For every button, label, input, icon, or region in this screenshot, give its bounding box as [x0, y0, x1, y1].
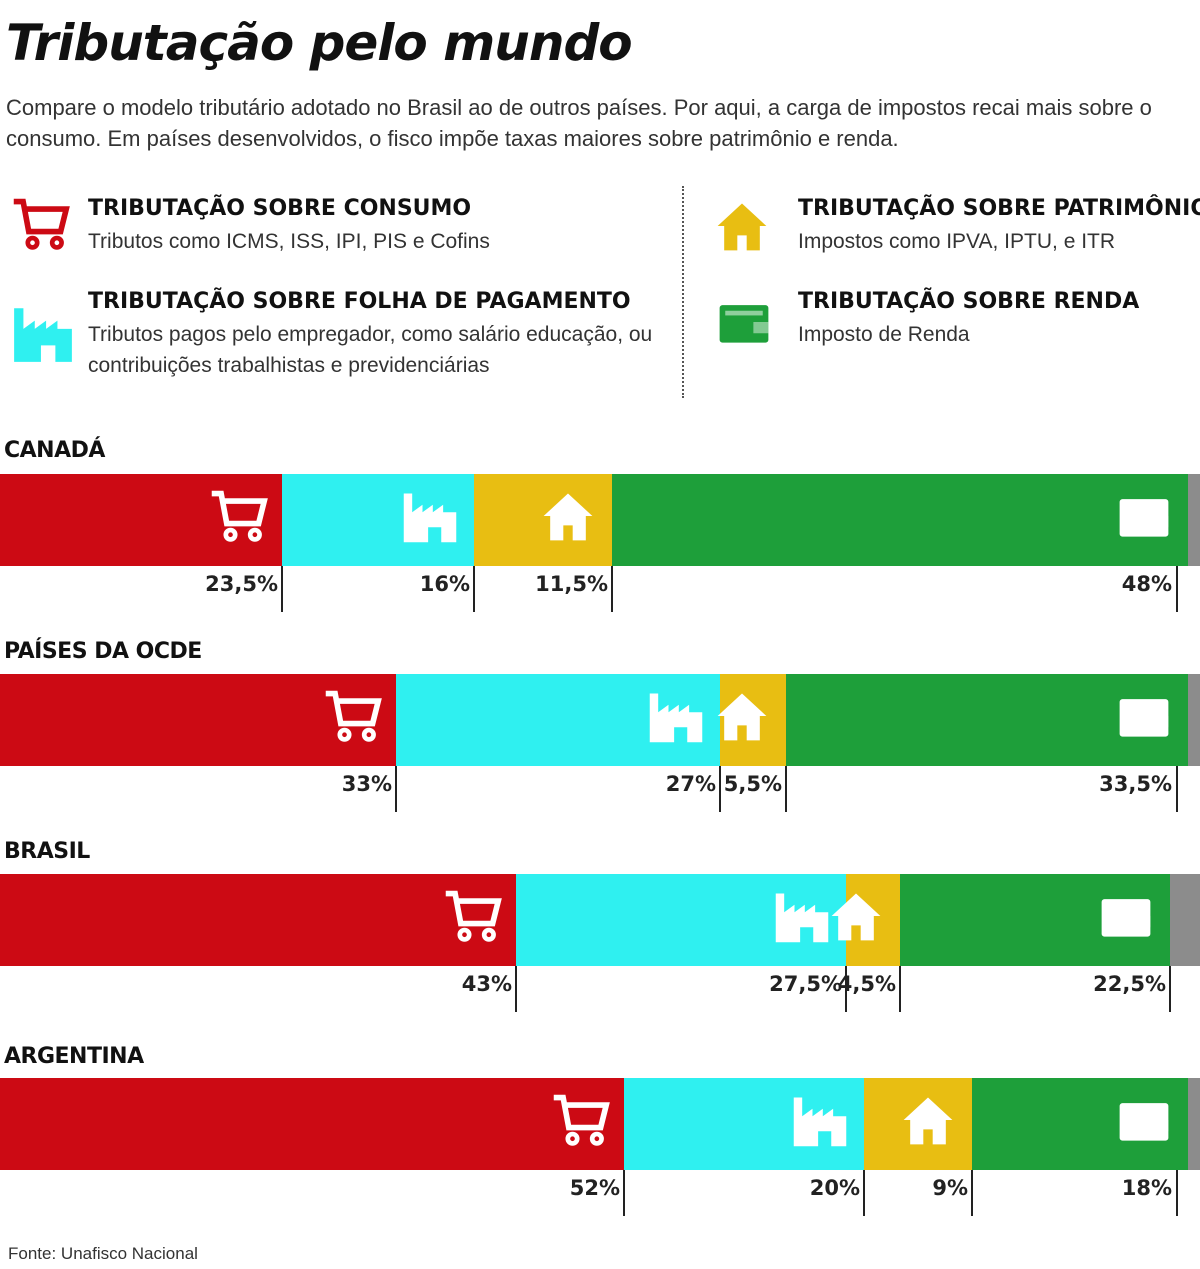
value-label-patrimonio: 5,5% [723, 772, 782, 796]
value-label-patrimonio: 11,5% [535, 572, 608, 596]
value-label-renda: 18% [1121, 1176, 1172, 1200]
segment-divider-tick [1176, 1170, 1178, 1216]
page-title: Tributação pelo mundo [6, 14, 633, 72]
legend-divider [682, 186, 684, 398]
segment-divider-tick [719, 766, 721, 812]
legend-title: TRIBUTAÇÃO SOBRE CONSUMO [88, 196, 472, 221]
segment-divider-tick [899, 966, 901, 1012]
bar-segment-patrimonio [720, 674, 786, 766]
value-label-consumo: 43% [461, 972, 512, 996]
shopping-cart-icon [550, 1090, 610, 1150]
wallet-icon [714, 292, 774, 352]
bar-segment-renda [612, 474, 1188, 566]
bar-row-canada: 23,5% 16% 11,5% 48% [0, 474, 1200, 612]
value-label-folha: 16% [419, 572, 470, 596]
value-label-renda: 22,5% [1093, 972, 1166, 996]
bar-segment-consumo [0, 474, 282, 566]
country-label-ocde: PAÍSES DA OCDE [4, 639, 202, 664]
value-label-consumo: 52% [569, 1176, 620, 1200]
bar-segment-patrimonio [846, 874, 900, 966]
house-icon [712, 196, 772, 256]
segment-divider-tick [1169, 966, 1171, 1012]
segment-divider-tick [473, 566, 475, 612]
segment-divider-tick [971, 1170, 973, 1216]
bar-segment-renda [972, 1078, 1188, 1170]
legend-desc: Tributos como ICMS, ISS, IPI, PIS e Cofi… [88, 230, 490, 253]
factory-icon [646, 686, 706, 746]
shopping-cart-icon [442, 886, 502, 946]
value-label-renda: 33,5% [1099, 772, 1172, 796]
bar-segment-outros [1170, 874, 1200, 966]
country-label-argentina: ARGENTINA [4, 1044, 144, 1069]
bar-segment-outros [1188, 1078, 1200, 1170]
segment-divider-tick [863, 1170, 865, 1216]
factory-icon [400, 486, 460, 546]
bar-segment-patrimonio [474, 474, 612, 566]
house-icon [826, 886, 886, 946]
shopping-cart-icon [322, 686, 382, 746]
bar-segment-outros [1188, 674, 1200, 766]
country-label-brasil: BRASIL [4, 839, 90, 864]
segment-divider-tick [845, 966, 847, 1012]
value-label-folha: 27% [665, 772, 716, 796]
house-icon [712, 686, 772, 746]
legend-desc: Tributos pagos pelo empregador, como sal… [88, 323, 653, 377]
bar-segment-consumo [0, 874, 516, 966]
legend-desc: Imposto de Renda [798, 323, 970, 346]
value-label-folha: 20% [809, 1176, 860, 1200]
bar-row-ocde: 33% 27% 5,5% 33,5% [0, 674, 1200, 812]
segment-divider-tick [1176, 566, 1178, 612]
legend-title: TRIBUTAÇÃO SOBRE RENDA [798, 289, 1140, 314]
country-label-canada: CANADÁ [4, 438, 105, 463]
value-label-consumo: 23,5% [205, 572, 278, 596]
segment-divider-tick [623, 1170, 625, 1216]
wallet-icon [1114, 686, 1174, 746]
subtitle: Compare o modelo tributário adotado no B… [6, 95, 1152, 151]
value-label-renda: 48% [1121, 572, 1172, 596]
bar-row-argentina: 52% 20% 9% 18% [0, 1078, 1200, 1216]
segment-divider-tick [395, 766, 397, 812]
shopping-cart-icon [208, 486, 268, 546]
bar-row-brasil: 43% 27,5% 4,5% 22,5% [0, 874, 1200, 1012]
value-label-patrimonio: 4,5% [837, 972, 896, 996]
segment-divider-tick [515, 966, 517, 1012]
bar-segment-folha [516, 874, 846, 966]
house-icon [898, 1090, 958, 1150]
bar-segment-folha [282, 474, 474, 566]
value-label-patrimonio: 9% [932, 1176, 968, 1200]
bar-segment-folha [396, 674, 720, 766]
segment-divider-tick [611, 566, 613, 612]
segment-divider-tick [281, 566, 283, 612]
bar-segment-patrimonio [864, 1078, 972, 1170]
factory-icon [10, 300, 76, 366]
factory-icon [772, 886, 832, 946]
bar-segment-outros [1188, 474, 1200, 566]
legend-title: TRIBUTAÇÃO SOBRE PATRIMÔNIO [798, 196, 1200, 221]
bar-segment-renda [900, 874, 1170, 966]
legend-desc: Impostos como IPVA, IPTU, e ITR [798, 230, 1116, 253]
house-icon [538, 486, 598, 546]
bar-segment-consumo [0, 674, 396, 766]
segment-divider-tick [785, 766, 787, 812]
value-label-folha: 27,5% [769, 972, 842, 996]
source-note: Fonte: Unafisco Nacional [8, 1244, 198, 1263]
value-label-consumo: 33% [341, 772, 392, 796]
factory-icon [790, 1090, 850, 1150]
bar-segment-consumo [0, 1078, 624, 1170]
bar-segment-folha [624, 1078, 864, 1170]
wallet-icon [1114, 1090, 1174, 1150]
segment-divider-tick [1176, 766, 1178, 812]
wallet-icon [1114, 486, 1174, 546]
shopping-cart-icon [10, 194, 70, 254]
legend-title: TRIBUTAÇÃO SOBRE FOLHA DE PAGAMENTO [88, 289, 631, 314]
wallet-icon [1096, 886, 1156, 946]
bar-segment-renda [786, 674, 1188, 766]
